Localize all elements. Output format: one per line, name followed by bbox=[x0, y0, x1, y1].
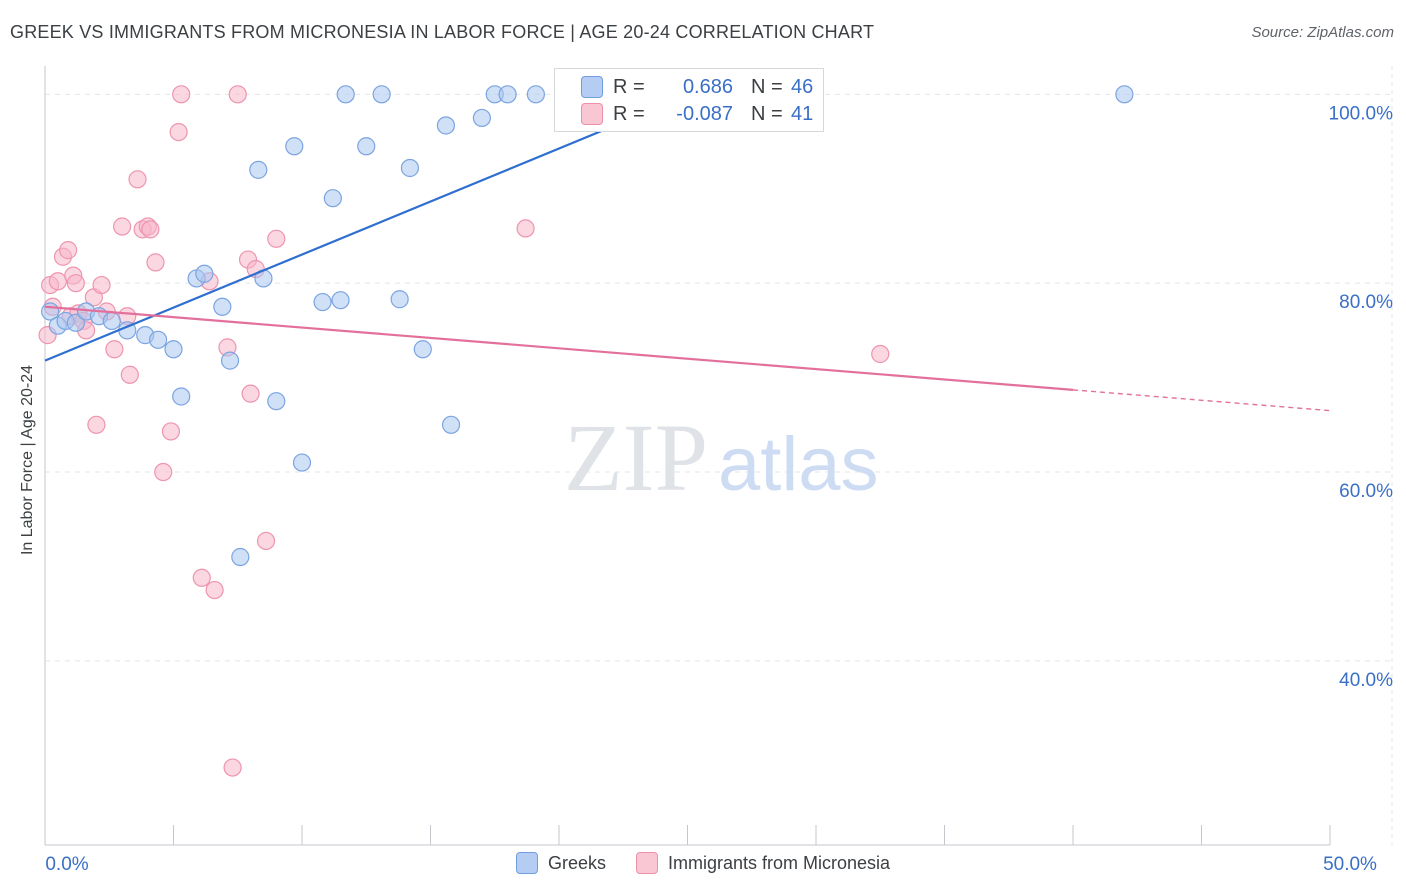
greeks-point bbox=[331, 291, 350, 310]
greeks-point bbox=[357, 137, 376, 156]
chart-title: GREEK VS IMMIGRANTS FROM MICRONESIA IN L… bbox=[10, 22, 875, 42]
micronesia-point bbox=[141, 220, 160, 239]
greeks-point bbox=[498, 85, 517, 104]
greeks-point bbox=[148, 330, 168, 349]
micronesia-point bbox=[223, 758, 242, 777]
n-label: N = bbox=[751, 102, 783, 125]
greeks-point bbox=[267, 392, 286, 411]
watermark-atlas: atlas bbox=[718, 422, 879, 507]
legend-item-greeks[interactable]: Greeks bbox=[515, 852, 606, 874]
micronesia-point bbox=[120, 365, 139, 384]
micronesia-point bbox=[48, 272, 67, 291]
greeks-point bbox=[323, 189, 342, 208]
greeks-point bbox=[472, 108, 491, 128]
micronesia-point bbox=[105, 340, 124, 359]
micronesia-point bbox=[154, 462, 173, 482]
n-label: N = bbox=[751, 75, 783, 98]
greeks-point bbox=[231, 547, 250, 567]
micronesia-point bbox=[128, 170, 147, 189]
greeks-point bbox=[413, 340, 432, 359]
watermark-zip: ZIP bbox=[564, 404, 708, 511]
micronesia-point bbox=[267, 229, 286, 248]
greeks-point bbox=[390, 290, 409, 309]
stats-row-micronesia: R = -0.087 N = 41 bbox=[555, 100, 813, 128]
y-axis-title: In Labor Force | Age 20-24 bbox=[19, 364, 36, 556]
greeks-point bbox=[400, 158, 420, 178]
series-micronesia-points bbox=[38, 85, 890, 777]
greeks-point bbox=[441, 415, 461, 434]
r-label: R = bbox=[613, 102, 645, 125]
micronesia-point bbox=[241, 384, 260, 403]
greeks-point bbox=[372, 85, 391, 104]
greeks-point bbox=[66, 313, 85, 332]
y-tick-label: 60.0% bbox=[1339, 481, 1393, 502]
stats-row-greeks: R = 0.686 N = 46 bbox=[555, 73, 813, 101]
greeks-point bbox=[195, 264, 214, 283]
greeks-point bbox=[292, 453, 312, 472]
micronesia-point bbox=[92, 275, 111, 295]
greeks-point bbox=[285, 137, 304, 156]
micronesia-point bbox=[516, 219, 535, 238]
y-tick-label: 80.0% bbox=[1339, 292, 1393, 313]
y-tick-label: 40.0% bbox=[1339, 670, 1393, 691]
greeks-point bbox=[249, 160, 268, 179]
greeks-point bbox=[526, 85, 545, 104]
axes bbox=[44, 66, 1331, 846]
greeks-point bbox=[313, 292, 332, 312]
greeks-point bbox=[213, 297, 232, 316]
greeks-swatch bbox=[581, 76, 603, 98]
tick-labels: 100.0% 80.0% 60.0% 40.0% 0.0% 50.0% bbox=[45, 103, 1393, 875]
micronesia-point bbox=[172, 85, 191, 104]
y-tick-label: 100.0% bbox=[1329, 103, 1394, 124]
legend-micronesia-label: Immigrants from Micronesia bbox=[667, 852, 891, 873]
micronesia-point bbox=[112, 217, 132, 236]
micronesia-point bbox=[192, 568, 211, 587]
micronesia-swatch bbox=[581, 103, 603, 125]
micronesia-point bbox=[871, 344, 890, 364]
micronesia-r-value: -0.087 bbox=[676, 102, 733, 125]
legend-greeks-swatch bbox=[515, 852, 538, 874]
greeks-point bbox=[102, 311, 121, 331]
greeks-point bbox=[1115, 85, 1134, 104]
micronesia-point bbox=[169, 122, 188, 142]
legend-micronesia-swatch bbox=[635, 852, 658, 874]
micronesia-point bbox=[146, 253, 165, 272]
source-label: Source: ZipAtlas.com bbox=[1251, 24, 1394, 41]
greeks-point bbox=[172, 387, 191, 406]
greeks-n-value: 46 bbox=[791, 75, 814, 98]
greeks-point bbox=[336, 85, 355, 104]
micronesia-trend-line bbox=[44, 305, 1074, 391]
greeks-point bbox=[436, 116, 456, 135]
watermark: ZIP atlas bbox=[564, 404, 879, 511]
x-tick-label: 0.0% bbox=[45, 854, 88, 875]
micronesia-trend-extension bbox=[1072, 389, 1331, 412]
legend-greeks-label: Greeks bbox=[547, 852, 606, 873]
legend: Greeks Immigrants from Micronesia bbox=[0, 852, 1406, 874]
micronesia-point bbox=[205, 580, 224, 600]
micronesia-point bbox=[228, 85, 247, 104]
micronesia-point bbox=[66, 274, 85, 293]
greeks-point bbox=[164, 340, 183, 359]
stats-box: R = 0.686 N = 46 R = -0.087 N = 41 bbox=[554, 68, 824, 132]
x-tick-label: 50.0% bbox=[1323, 854, 1377, 875]
greeks-point bbox=[220, 351, 240, 370]
legend-item-micronesia[interactable]: Immigrants from Micronesia bbox=[635, 852, 891, 874]
micronesia-point bbox=[256, 531, 276, 551]
micronesia-point bbox=[87, 415, 106, 434]
greeks-r-value: 0.686 bbox=[682, 75, 733, 98]
micronesia-n-value: 41 bbox=[791, 102, 814, 125]
micronesia-point bbox=[161, 422, 181, 441]
micronesia-point bbox=[59, 241, 78, 260]
r-label: R = bbox=[613, 75, 645, 98]
